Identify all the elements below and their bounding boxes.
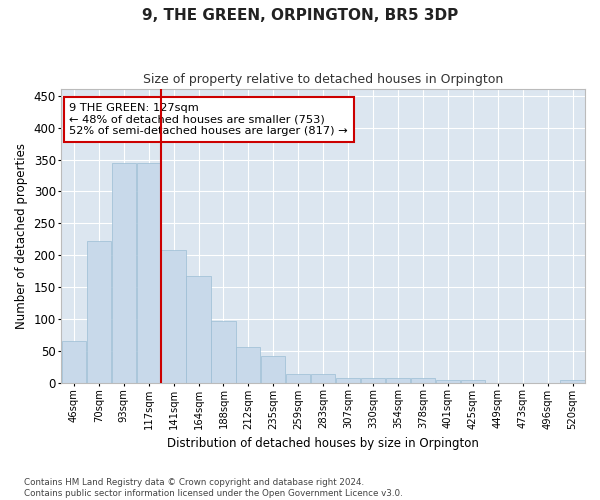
- Bar: [187, 276, 211, 382]
- Bar: [386, 378, 410, 382]
- Text: 9, THE GREEN, ORPINGTON, BR5 3DP: 9, THE GREEN, ORPINGTON, BR5 3DP: [142, 8, 458, 22]
- Bar: [112, 163, 136, 382]
- Bar: [236, 347, 260, 382]
- Bar: [261, 356, 286, 382]
- Bar: [86, 241, 111, 382]
- Bar: [62, 342, 86, 382]
- Bar: [161, 250, 185, 382]
- Bar: [286, 374, 310, 382]
- Bar: [137, 163, 161, 382]
- Bar: [436, 380, 460, 382]
- Bar: [560, 380, 584, 382]
- Text: 9 THE GREEN: 127sqm
← 48% of detached houses are smaller (753)
52% of semi-detac: 9 THE GREEN: 127sqm ← 48% of detached ho…: [69, 102, 348, 136]
- Bar: [411, 378, 435, 382]
- Bar: [211, 321, 236, 382]
- X-axis label: Distribution of detached houses by size in Orpington: Distribution of detached houses by size …: [167, 437, 479, 450]
- Title: Size of property relative to detached houses in Orpington: Size of property relative to detached ho…: [143, 72, 503, 86]
- Bar: [336, 378, 360, 382]
- Bar: [461, 380, 485, 382]
- Text: Contains HM Land Registry data © Crown copyright and database right 2024.
Contai: Contains HM Land Registry data © Crown c…: [24, 478, 403, 498]
- Bar: [361, 378, 385, 382]
- Y-axis label: Number of detached properties: Number of detached properties: [15, 143, 28, 329]
- Bar: [311, 374, 335, 382]
